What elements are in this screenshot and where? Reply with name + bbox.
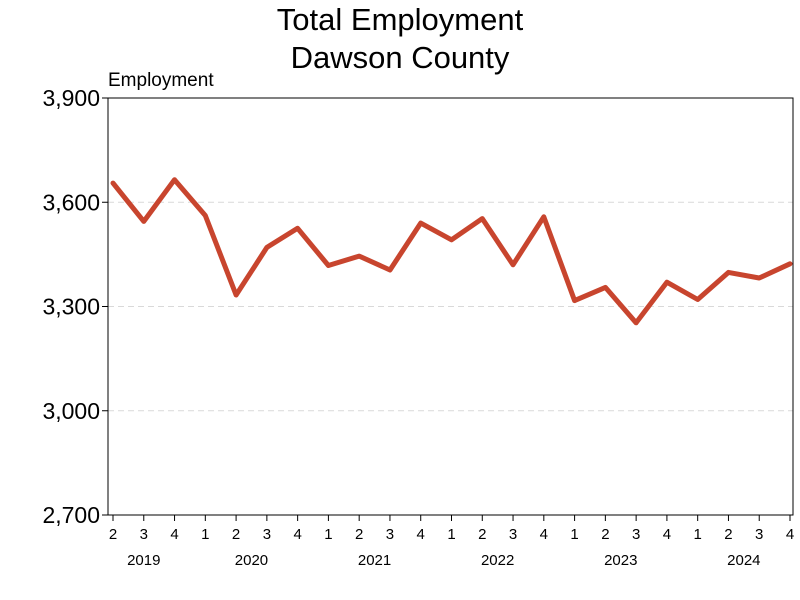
x-tick-label: 3	[509, 526, 517, 543]
y-tick-label: 3,000	[42, 398, 100, 424]
y-tick-label: 3,300	[42, 294, 100, 320]
y-tick-label: 3,600	[42, 189, 100, 215]
y-tick-label: 3,900	[42, 85, 100, 111]
x-tick-label: 1	[201, 526, 209, 543]
x-tick-label: 1	[324, 526, 332, 543]
x-year-label: 2024	[727, 552, 760, 569]
x-tick-label: 4	[663, 526, 671, 543]
x-tick-label: 3	[263, 526, 271, 543]
x-tick-label: 2	[109, 526, 117, 543]
x-tick-label: 1	[570, 526, 578, 543]
x-year-label: 2019	[127, 552, 160, 569]
x-tick-label: 2	[601, 526, 609, 543]
x-tick-label: 2	[355, 526, 363, 543]
x-year-label: 2021	[358, 552, 391, 569]
x-tick-label: 4	[786, 526, 794, 543]
chart-title: Total Employment Dawson County	[277, 2, 524, 75]
x-tick-label: 1	[447, 526, 455, 543]
x-tick-label: 2	[232, 526, 240, 543]
series-layer	[110, 177, 793, 326]
chart-title-line-2: Dawson County	[291, 40, 510, 75]
x-tick-label: 3	[140, 526, 148, 543]
x-year-label: 2023	[604, 552, 637, 569]
x-tick-label: 2	[478, 526, 486, 543]
x-tick-label: 4	[417, 526, 425, 543]
gridlines	[108, 201, 793, 412]
x-tick-label: 4	[293, 526, 301, 543]
x-axis-year-labels: 2019 2020 2021 2022 2023 2024	[127, 552, 760, 569]
x-tick-label: 3	[755, 526, 763, 543]
x-year-label: 2020	[235, 552, 268, 569]
x-tick-label: 1	[694, 526, 702, 543]
x-tick-label: 3	[632, 526, 640, 543]
series-line	[110, 177, 793, 326]
x-tick-label: 3	[386, 526, 394, 543]
chart-title-line-1: Total Employment	[277, 2, 524, 37]
x-tick-label: 2	[724, 526, 732, 543]
x-year-label: 2022	[481, 552, 514, 569]
x-tick-label: 4	[540, 526, 548, 543]
y-axis-ticks: 2,700 3,000 3,300 3,600 3,900	[42, 85, 108, 528]
y-axis-label: Employment	[108, 70, 214, 91]
x-tick-label: 4	[170, 526, 178, 543]
y-tick-label: 2,700	[42, 502, 100, 528]
x-axis-ticks: 2 3 4 1 2 3 4 1 2 3 4 1 2 3 4 1 2 3 4 1 2 3 4	[109, 515, 794, 543]
